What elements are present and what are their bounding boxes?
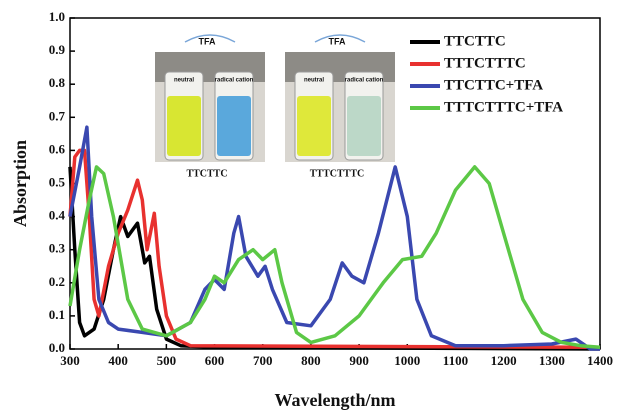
liquid [167,96,201,156]
legend-label: TTCTTC+TFA [444,77,543,93]
y-tick-label: 0.5 [49,174,66,189]
y-tick-label: 0.2 [49,274,65,289]
reagent: TFA [199,36,216,46]
liquid [217,96,251,156]
x-tick-label: 800 [301,353,321,368]
y-tick-label: 0.6 [49,141,66,156]
vial-label: radical cation [345,78,384,84]
x-tick-label: 1000 [394,353,420,368]
reagent: TFA [329,36,346,46]
liquid [297,96,331,156]
series-line [68,165,601,350]
y-tick-label: 0.3 [49,241,66,256]
y-tick-label: 1.0 [49,9,65,24]
vial-label: neutral [304,78,324,84]
x-tick-label: 1100 [443,353,468,368]
vial-label: neutral [174,78,194,84]
inset-label: TTCTTC [186,168,227,179]
x-tick-label: 600 [205,353,225,368]
x-axis-label: Wavelength/nm [274,390,395,410]
inset-label: TTTCTTTC [310,168,364,179]
x-tick-label: 500 [157,353,177,368]
y-axis-label: Absorption [10,140,30,227]
legend-label: TTTCTTTC+TFA [444,99,563,115]
arrow [184,34,236,43]
vial-label: radical cation [215,78,254,84]
series-line [68,148,601,350]
y-tick-label: 0.8 [49,75,66,90]
x-tick-label: 1300 [539,353,565,368]
x-tick-label: 700 [253,353,273,368]
series-line [68,125,600,351]
x-tick-label: 400 [108,353,128,368]
series-line [68,166,601,351]
arrow [314,34,366,43]
x-tick-label: 1200 [491,353,517,368]
y-tick-label: 0.9 [49,42,66,57]
x-tick-label: 300 [60,353,80,368]
x-tick-label: 900 [349,353,369,368]
inset-photos: TFA neutral radical cation TTCTTC TFA neutral… [155,34,395,179]
y-tick-label: 0.4 [49,208,66,223]
legend-label: TTTCTTTC [444,55,526,71]
x-tick-label: 1400 [587,353,613,368]
y-tick-label: 0.0 [49,340,65,355]
y-tick-label: 0.7 [49,108,66,123]
liquid [347,96,381,156]
y-tick-label: 0.1 [49,307,65,322]
legend-label: TTCTTC [444,33,506,49]
